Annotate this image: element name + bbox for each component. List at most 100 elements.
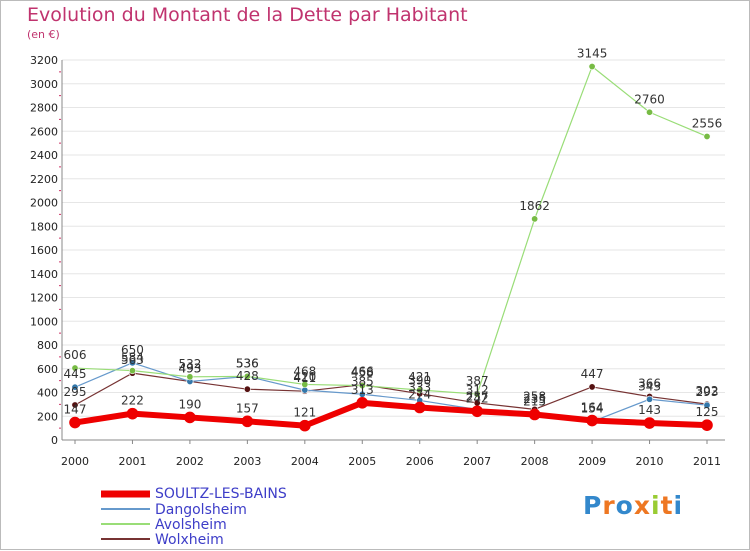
point-soultz-les-bains-2004 [299, 419, 311, 432]
point-avolsheim-2006 [416, 386, 424, 394]
data-label-avolsheim-2008: 1862 [519, 199, 550, 213]
y-tick-label-3200: 3200 [30, 54, 58, 67]
data-label-wolxheim-2007: 312 [466, 383, 489, 397]
y-tick-label-1800: 1800 [30, 220, 58, 233]
y-tick-label-2400: 2400 [30, 149, 58, 162]
data-label-soultz-les-bains-2005: 313 [351, 383, 374, 397]
series-line-avolsheim [74, 65, 708, 395]
proxiti-logo: Proxiti [583, 491, 683, 520]
x-tick-label-2009: 2009 [578, 455, 606, 468]
point-avolsheim-2004 [301, 380, 309, 388]
data-label-wolxheim-2009: 447 [581, 367, 604, 381]
series-line-wolxheim [74, 372, 708, 410]
data-label-dangolsheim-2003: 536 [236, 356, 259, 370]
point-avolsheim-2007 [473, 390, 481, 398]
data-label-wolxheim-2006: 390 [408, 374, 431, 388]
data-label-wolxheim-2011: 302 [696, 384, 719, 398]
point-avolsheim-2008 [531, 215, 539, 223]
y-tick-label-2200: 2200 [30, 173, 58, 186]
logo-letter: o [615, 491, 634, 520]
point-soultz-les-bains-2008 [528, 408, 541, 421]
point-avolsheim-2002 [186, 373, 194, 381]
logo-letter: t [660, 491, 674, 520]
x-tick-label-2005: 2005 [348, 455, 376, 468]
data-label-soultz-les-bains-2009: 164 [581, 401, 604, 415]
data-labels: 295 563 493 428 411 466 390 312 258 447 366 302 445 6… [64, 47, 723, 420]
data-label-dangolsheim-2011: 293 [696, 385, 719, 399]
logo-letter: i [651, 491, 661, 520]
data-label-avolsheim-2003: 536 [236, 356, 259, 370]
point-avolsheim-2005 [358, 382, 366, 390]
y-tick-label-0: 0 [51, 434, 58, 447]
x-tick-label-2010: 2010 [636, 455, 664, 468]
legend-swatch-avolsheim [101, 523, 150, 525]
data-label-soultz-les-bains-2004: 121 [293, 406, 316, 420]
chart-title: Evolution du Montant de la Dette par Hab… [27, 4, 468, 26]
y-tick-label-2600: 2600 [30, 125, 58, 138]
data-label-wolxheim-2001: 563 [121, 353, 144, 367]
point-wolxheim-2009 [588, 383, 596, 391]
point-soultz-les-bains-2009 [586, 414, 598, 427]
data-label-dangolsheim-2005: 385 [351, 374, 374, 388]
legend-label-wolxheim: Wolxheim [155, 532, 224, 548]
data-label-avolsheim-2007: 387 [466, 374, 489, 388]
y-tick-label-1400: 1400 [30, 268, 58, 281]
data-label-wolxheim-2002: 493 [178, 361, 201, 375]
data-label-wolxheim-2003: 428 [236, 369, 259, 383]
data-label-soultz-les-bains-2001: 222 [121, 394, 144, 408]
data-label-soultz-les-bains-2000: 147 [64, 403, 87, 417]
data-label-avolsheim-2000: 606 [64, 348, 87, 362]
point-soultz-les-bains-2003 [241, 415, 254, 428]
data-label-dangolsheim-2000: 445 [64, 367, 87, 381]
legend-label-dangolsheim: Dangolsheim [155, 502, 247, 518]
x-tick-label-2001: 2001 [118, 455, 146, 468]
x-tick-label-2003: 2003 [233, 455, 261, 468]
data-label-soultz-les-bains-2007: 242 [466, 391, 489, 405]
y-axis-ticks: 0 200 400 600 800 1000 1200 1400 1600 1800 2000 220… [30, 54, 61, 447]
legend-label-soultz-les-bains: SOULTZ-LES-BAINS [155, 486, 287, 502]
x-tick-label-2007: 2007 [463, 455, 491, 468]
data-label-soultz-les-bains-2008: 215 [523, 394, 546, 408]
point-avolsheim-2009 [588, 63, 596, 71]
x-tick-label-2008: 2008 [521, 455, 549, 468]
point-soultz-les-bains-2011 [701, 419, 713, 431]
data-label-dangolsheim-2008: 235 [523, 392, 546, 406]
data-label-dangolsheim-2004: 420 [293, 370, 316, 384]
data-label-avolsheim-2009: 3145 [577, 47, 608, 61]
data-label-wolxheim-2000: 295 [64, 385, 87, 399]
point-soultz-les-bains-2006 [413, 401, 426, 414]
data-label-wolxheim-2005: 466 [351, 365, 374, 379]
point-avolsheim-2000 [71, 364, 79, 372]
series-lines [69, 63, 713, 432]
data-label-soultz-les-bains-2002: 190 [178, 397, 201, 411]
logo-letter: i [673, 491, 684, 520]
point-dangolsheim-2000 [71, 383, 79, 391]
y-tick-label-2000: 2000 [30, 197, 58, 210]
point-avolsheim-2010 [646, 108, 654, 116]
x-tick-label-2000: 2000 [61, 455, 89, 468]
y-tick-label-2800: 2800 [30, 102, 58, 115]
data-label-avolsheim-2004: 468 [293, 364, 316, 378]
data-label-dangolsheim-2001: 650 [121, 343, 144, 357]
data-label-soultz-les-bains-2006: 274 [408, 387, 431, 401]
y-tick-label-1200: 1200 [30, 292, 58, 305]
point-dangolsheim-2011 [703, 401, 711, 409]
data-label-avolsheim-2002: 532 [178, 357, 201, 371]
point-soultz-les-bains-2005 [356, 397, 369, 409]
x-tick-label-2002: 2002 [176, 455, 204, 468]
point-wolxheim-2000 [71, 401, 79, 409]
legend-swatch-wolxheim [101, 538, 150, 540]
data-label-avolsheim-2006: 421 [408, 370, 431, 384]
point-avolsheim-2003 [243, 372, 251, 380]
y-tick-label-3000: 3000 [30, 78, 58, 91]
data-label-dangolsheim-2009: 154 [581, 402, 604, 416]
data-label-soultz-les-bains-2010: 143 [638, 403, 661, 417]
x-tick-label-2011: 2011 [693, 455, 721, 468]
logo-letter: x [633, 491, 651, 520]
data-label-avolsheim-2011: 2556 [692, 116, 723, 130]
data-label-wolxheim-2008: 258 [523, 389, 546, 403]
data-label-dangolsheim-2007: 257 [466, 389, 489, 403]
point-soultz-les-bains-2007 [471, 405, 483, 418]
x-axis-ticks: 2000 2001 2002 2003 2004 2005 2006 2007 2008 2009… [61, 440, 721, 468]
